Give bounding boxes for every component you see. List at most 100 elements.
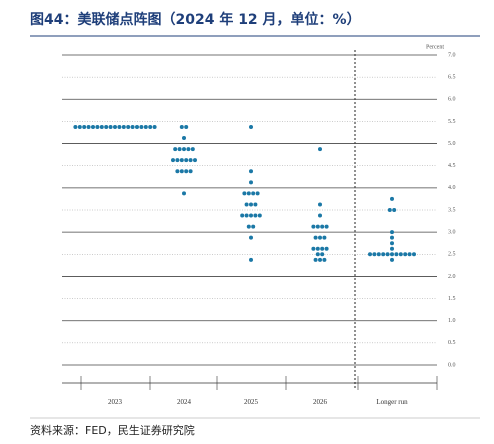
dot	[152, 124, 157, 129]
dot	[95, 124, 100, 129]
y-tick-label: 3.0	[448, 230, 456, 236]
dot	[182, 191, 186, 196]
dot	[390, 257, 394, 262]
dot	[249, 202, 253, 207]
y-tick-label: 0.5	[448, 340, 456, 346]
dot	[257, 213, 262, 218]
dot	[320, 224, 325, 229]
dot	[126, 124, 131, 129]
dot	[182, 136, 186, 141]
dot	[82, 124, 87, 129]
dot	[104, 124, 109, 129]
dot	[184, 158, 189, 163]
dot	[392, 208, 397, 212]
dot	[324, 224, 329, 229]
dot	[255, 191, 260, 196]
x-tick-label: Longer run	[376, 398, 408, 406]
dot	[249, 257, 253, 262]
dot	[173, 147, 178, 152]
dot	[412, 252, 416, 257]
dot	[390, 196, 394, 201]
dot	[311, 224, 316, 229]
dot	[249, 213, 253, 218]
dot	[403, 252, 408, 257]
x-tick-label: 2023	[108, 398, 123, 406]
dot	[390, 235, 394, 240]
source: 资料来源：FED，民生证券研究院	[30, 423, 195, 437]
dot	[246, 191, 251, 196]
dot	[73, 124, 78, 129]
dot	[240, 213, 245, 218]
dot	[251, 191, 256, 196]
dot	[184, 124, 189, 129]
dot	[318, 257, 322, 262]
y-tick-label: 0.0	[448, 362, 456, 368]
dot	[315, 252, 320, 257]
dot	[407, 252, 412, 257]
dot	[121, 124, 126, 129]
y-tick-label: 4.5	[448, 163, 456, 169]
dot	[385, 252, 390, 257]
dot	[177, 147, 182, 152]
x-tick-label: 2025	[244, 398, 259, 406]
dot	[77, 124, 82, 129]
dot	[186, 147, 191, 152]
dot	[322, 235, 327, 240]
dot	[398, 252, 403, 257]
dot	[148, 124, 153, 129]
x-tick-label: 2026	[313, 398, 328, 406]
dot	[99, 124, 104, 129]
y-tick-label: 5.0	[448, 141, 456, 147]
y-tick-label: 2.5	[448, 252, 456, 258]
dot	[318, 213, 322, 218]
dot	[390, 246, 394, 251]
dot	[320, 246, 325, 251]
dot	[318, 202, 322, 207]
dot	[253, 213, 258, 218]
dot	[113, 124, 117, 129]
dot	[249, 235, 253, 240]
y-tick-label: 6.5	[448, 75, 456, 81]
dot	[251, 224, 256, 229]
dot	[372, 252, 377, 257]
dot	[242, 191, 247, 196]
y-tick-label: 7.0	[448, 52, 456, 58]
y-tick-label: 5.5	[448, 119, 456, 125]
dot	[175, 169, 180, 174]
dot	[394, 252, 399, 257]
y-tick-label: 1.5	[448, 296, 456, 302]
dot	[313, 257, 318, 262]
y-tick-label: 4.0	[448, 185, 456, 191]
y-tick-label: 6.0	[448, 97, 456, 103]
dot	[320, 252, 325, 257]
dot	[390, 252, 394, 257]
y-tick-label: 2.0	[448, 274, 456, 280]
dot	[318, 235, 322, 240]
dot	[190, 147, 195, 152]
x-tick-label: 2024	[177, 398, 192, 406]
dot	[318, 147, 322, 152]
dot	[175, 158, 180, 163]
dot	[387, 208, 392, 212]
dot	[381, 252, 386, 257]
dot	[91, 124, 95, 129]
dot	[179, 169, 184, 174]
dot	[108, 124, 113, 129]
dot	[179, 158, 184, 163]
dot	[249, 169, 253, 174]
dot	[311, 246, 316, 251]
dot	[249, 180, 253, 185]
dot	[390, 230, 394, 235]
dot	[390, 241, 394, 246]
dot	[184, 169, 189, 174]
dot	[313, 235, 318, 240]
dot	[130, 124, 135, 129]
dot	[179, 124, 184, 129]
y-tick-label: 1.0	[448, 318, 456, 324]
dot	[135, 124, 139, 129]
dot	[244, 213, 249, 218]
y-axis-label: Percent	[426, 44, 444, 50]
dot	[244, 202, 249, 207]
dot	[376, 252, 381, 257]
